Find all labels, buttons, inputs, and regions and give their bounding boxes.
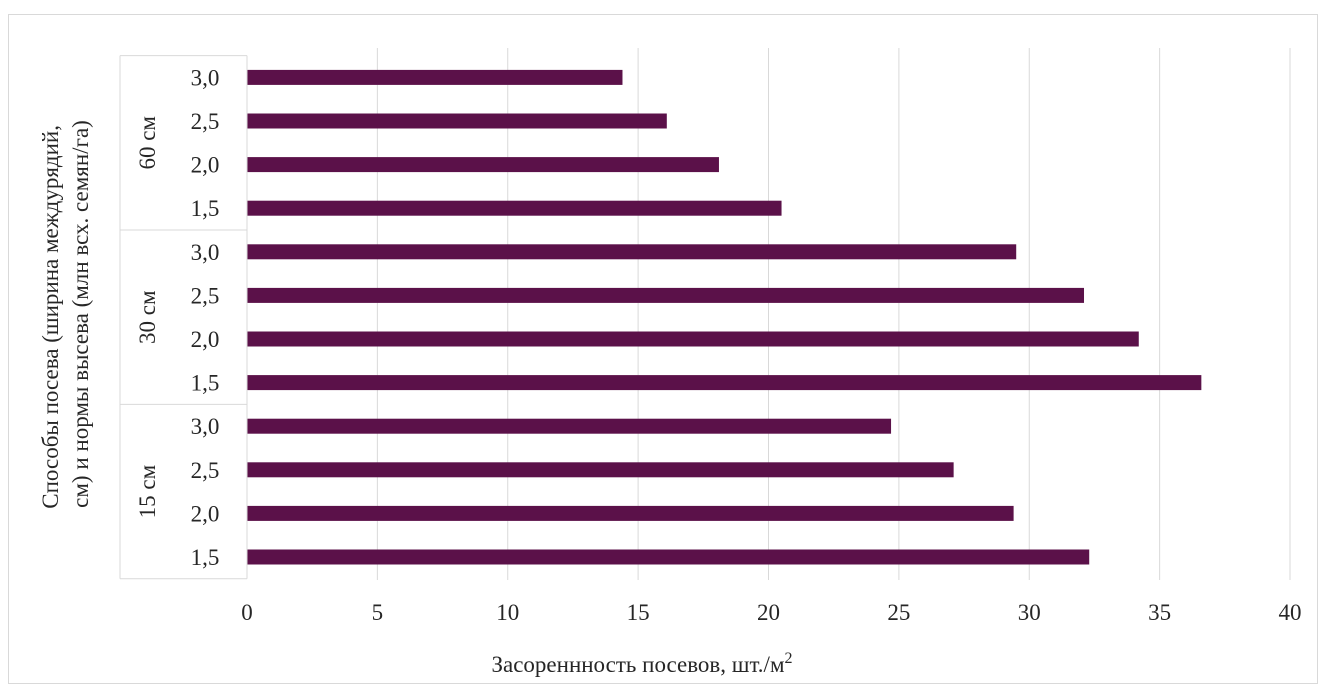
group-label: 60 см [135, 116, 160, 170]
x-axis-title-sup: 2 [785, 650, 793, 667]
category-axis: 1,5 2,0 2,5 3,0 1,5 2,0 2,5 3,0 1,5 2,0 2,5 3,0 15 с… [119, 55, 248, 580]
x-axis-title: Засореннность посевов, шт./м2 [491, 650, 792, 677]
x-tick-label: 0 [241, 600, 253, 625]
category-label: 2,0 [191, 327, 220, 352]
category-label: 2,0 [191, 501, 220, 526]
bar [247, 69, 623, 85]
group-label: 15 см [135, 464, 160, 518]
category-label: 2,5 [191, 458, 220, 483]
x-axis-ticks: 0 5 10 15 20 25 30 35 40 [241, 600, 1301, 625]
bar [247, 462, 954, 478]
bar [247, 244, 1017, 260]
bar [247, 113, 667, 129]
category-label: 3,0 [191, 240, 220, 265]
gridlines [376, 48, 1291, 580]
bar [247, 505, 1014, 521]
x-tick-label: 10 [496, 600, 519, 625]
category-label: 1,5 [191, 371, 220, 396]
bar [247, 157, 719, 173]
category-label: 1,5 [191, 545, 220, 570]
category-label: 3,0 [191, 414, 220, 439]
x-axis-title-text: Засореннность посевов, шт./м [491, 652, 784, 677]
bars [247, 69, 1202, 565]
category-label: 3,0 [191, 65, 220, 90]
y-axis-title: Способы посева (ширина междурядий, см) и… [38, 119, 93, 508]
bar [247, 549, 1090, 565]
bar [247, 375, 1202, 391]
x-tick-label: 20 [757, 600, 780, 625]
category-label: 2,5 [191, 283, 220, 308]
category-label: 2,5 [191, 109, 220, 134]
bar [247, 418, 892, 434]
x-tick-label: 40 [1279, 600, 1302, 625]
x-tick-label: 35 [1148, 600, 1171, 625]
chart-frame [8, 14, 1318, 684]
bar [247, 331, 1139, 347]
bar [247, 287, 1085, 303]
x-tick-label: 15 [627, 600, 650, 625]
group-label: 30 см [135, 290, 160, 344]
category-label: 2,0 [191, 153, 220, 178]
y-axis-title-line1: Способы посева (ширина междурядий, [38, 125, 63, 509]
x-tick-label: 5 [372, 600, 384, 625]
x-tick-label: 30 [1018, 600, 1041, 625]
y-axis-title-line2: см) и нормы высева (млн всх. семян/га) [68, 120, 93, 508]
x-tick-label: 25 [887, 600, 910, 625]
bar [247, 200, 782, 216]
category-label: 1,5 [191, 196, 220, 221]
